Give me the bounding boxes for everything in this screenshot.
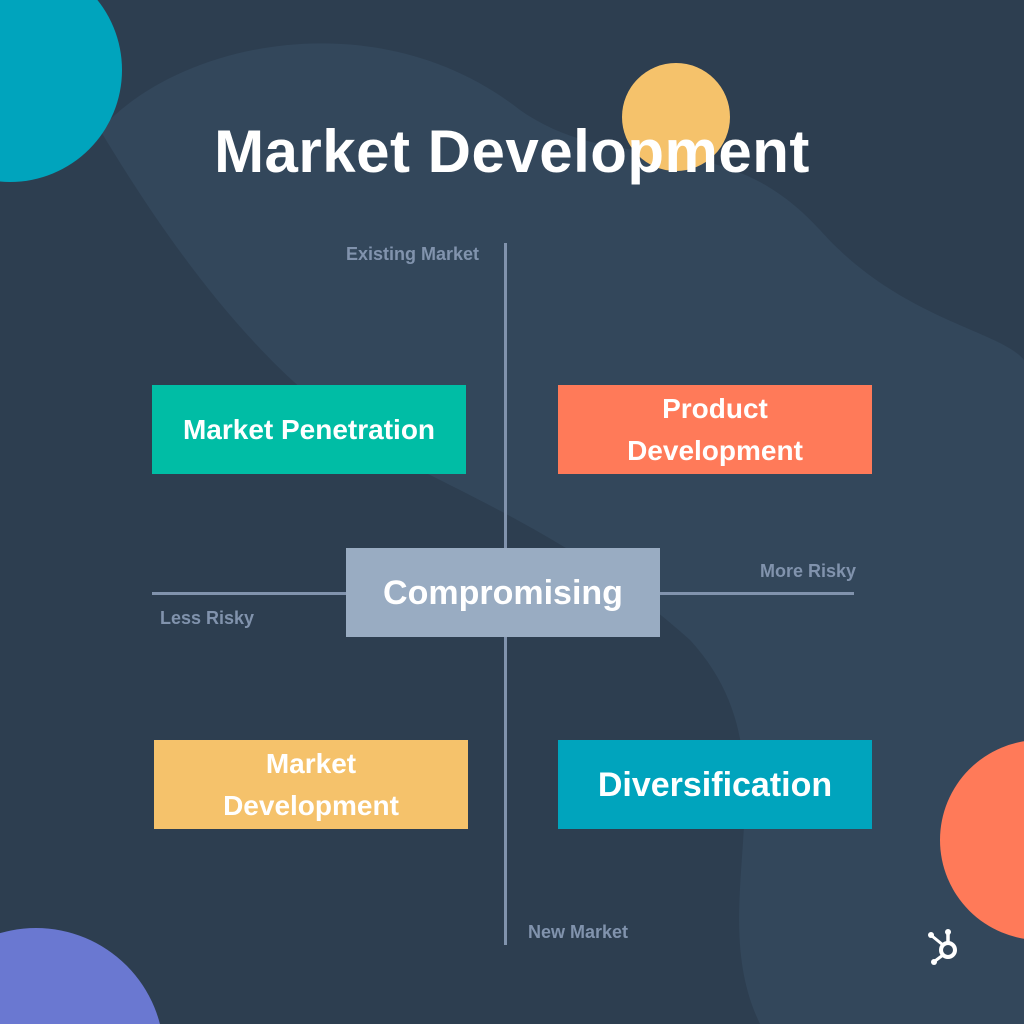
teal-circle-decoration — [0, 0, 122, 182]
diversification-box: Diversification — [558, 740, 872, 829]
compromising-label: Compromising — [383, 573, 623, 612]
orange-circle-decoration — [940, 741, 1024, 939]
horizontal-axis-right — [658, 592, 854, 595]
diversification-label: Diversification — [597, 765, 833, 804]
market-penetration-box: Market Penetration — [152, 385, 466, 474]
purple-circle-decoration — [0, 928, 160, 1024]
axis-label-existing-market: Existing Market — [346, 244, 480, 264]
product-development-label-line2: Development — [627, 434, 803, 466]
product-development-box: Product Development — [558, 385, 872, 474]
yellow-circle-decoration — [622, 63, 730, 171]
market-development-label-line2: Development — [223, 789, 399, 821]
hubspot-sprocket-icon — [928, 929, 957, 965]
compromising-box: Compromising — [346, 548, 660, 637]
page-title: Market Development — [214, 118, 810, 185]
axis-label-less-risky: Less Risky — [160, 608, 255, 628]
market-development-label-line1: Market — [265, 747, 357, 779]
axis-label-new-market: New Market — [528, 922, 629, 942]
product-development-label-line1: Product — [662, 392, 768, 424]
axis-label-more-risky: More Risky — [760, 561, 857, 581]
horizontal-axis-left — [152, 592, 348, 595]
market-penetration-label: Market Penetration — [182, 413, 436, 445]
market-development-box: Market Development — [154, 740, 468, 829]
